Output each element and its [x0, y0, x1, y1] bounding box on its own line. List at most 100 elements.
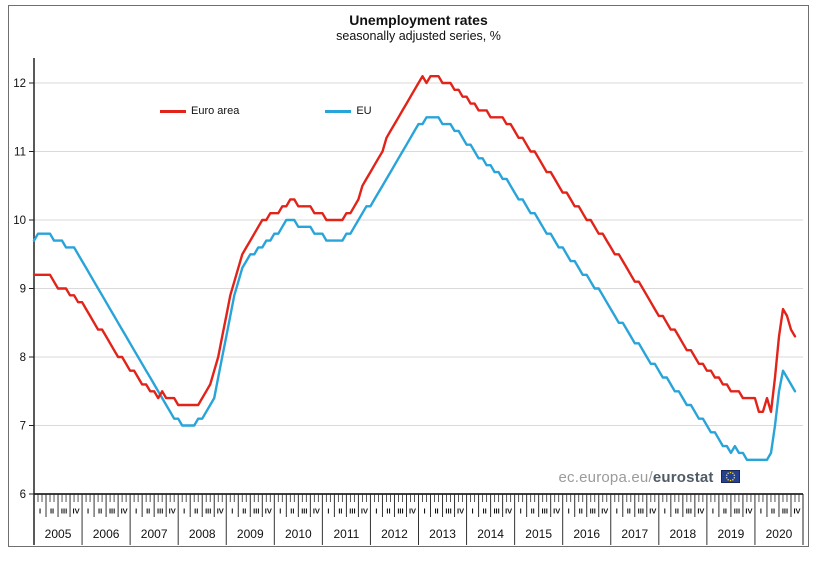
svg-text:III: III: [542, 507, 548, 516]
svg-text:II: II: [483, 507, 487, 516]
svg-text:II: II: [146, 507, 150, 516]
svg-text:II: II: [290, 507, 294, 516]
svg-text:2007: 2007: [141, 527, 168, 541]
svg-text:III: III: [590, 507, 596, 516]
svg-text:III: III: [205, 507, 211, 516]
svg-text:III: III: [109, 507, 115, 516]
svg-text:I: I: [664, 507, 666, 516]
svg-text:2015: 2015: [525, 527, 552, 541]
svg-text:2018: 2018: [669, 527, 696, 541]
svg-text:2011: 2011: [334, 527, 360, 541]
svg-text:III: III: [638, 507, 644, 516]
svg-text:IV: IV: [457, 507, 464, 516]
svg-text:III: III: [782, 507, 788, 516]
svg-text:III: III: [61, 507, 67, 516]
svg-text:IV: IV: [697, 507, 704, 516]
svg-text:2010: 2010: [285, 527, 312, 541]
svg-text:IV: IV: [121, 507, 128, 516]
svg-text:II: II: [50, 507, 54, 516]
svg-text:IV: IV: [649, 507, 656, 516]
svg-text:IV: IV: [217, 507, 224, 516]
svg-text:I: I: [279, 507, 281, 516]
svg-text:III: III: [253, 507, 259, 516]
svg-text:10: 10: [13, 215, 26, 227]
svg-text:IV: IV: [745, 507, 752, 516]
svg-text:IV: IV: [313, 507, 320, 516]
svg-text:II: II: [194, 507, 198, 516]
title-block: Unemployment rates seasonally adjusted s…: [34, 12, 803, 44]
legend-euro-area-label: Euro area: [191, 105, 240, 117]
svg-text:2013: 2013: [429, 527, 456, 541]
svg-text:12: 12: [13, 78, 26, 90]
svg-text:IV: IV: [793, 507, 800, 516]
svg-text:III: III: [493, 507, 499, 516]
chart-title: Unemployment rates: [349, 12, 488, 28]
figure-border: [8, 5, 809, 547]
svg-text:II: II: [386, 507, 390, 516]
svg-text:I: I: [375, 507, 377, 516]
svg-text:2014: 2014: [477, 527, 504, 541]
svg-text:III: III: [686, 507, 692, 516]
svg-text:IV: IV: [265, 507, 272, 516]
svg-text:I: I: [712, 507, 714, 516]
svg-text:II: II: [242, 507, 246, 516]
svg-text:II: II: [98, 507, 102, 516]
svg-text:II: II: [579, 507, 583, 516]
svg-text:I: I: [568, 507, 570, 516]
svg-text:IV: IV: [169, 507, 176, 516]
svg-text:I: I: [616, 507, 618, 516]
svg-text:8: 8: [20, 352, 26, 364]
svg-text:I: I: [472, 507, 474, 516]
svg-text:III: III: [301, 507, 307, 516]
watermark-brand: eurostat: [652, 469, 714, 486]
svg-text:III: III: [349, 507, 355, 516]
svg-text:III: III: [157, 507, 163, 516]
svg-text:I: I: [183, 507, 185, 516]
legend-euro-area-swatch: [160, 109, 186, 113]
svg-text:I: I: [760, 507, 762, 516]
svg-text:I: I: [231, 507, 233, 516]
svg-text:IV: IV: [601, 507, 608, 516]
svg-text:I: I: [423, 507, 425, 516]
svg-text:III: III: [445, 507, 451, 516]
eu-flag-icon: [721, 470, 740, 483]
chart-subtitle: seasonally adjusted series, %: [336, 29, 501, 43]
svg-text:7: 7: [20, 421, 26, 433]
svg-text:II: II: [723, 507, 727, 516]
svg-text:2016: 2016: [573, 527, 600, 541]
svg-text:II: II: [627, 507, 631, 516]
svg-text:6: 6: [20, 489, 26, 501]
svg-text:II: II: [675, 507, 679, 516]
svg-text:II: II: [531, 507, 535, 516]
svg-text:2019: 2019: [718, 527, 745, 541]
svg-text:2008: 2008: [189, 527, 216, 541]
svg-text:II: II: [434, 507, 438, 516]
svg-text:IV: IV: [409, 507, 416, 516]
svg-text:2005: 2005: [45, 527, 72, 541]
svg-text:III: III: [734, 507, 740, 516]
svg-text:2017: 2017: [621, 527, 648, 541]
svg-text:I: I: [87, 507, 89, 516]
svg-text:IV: IV: [361, 507, 368, 516]
svg-text:11: 11: [14, 147, 26, 159]
svg-text:2006: 2006: [93, 527, 120, 541]
svg-text:II: II: [338, 507, 342, 516]
svg-text:2009: 2009: [237, 527, 264, 541]
svg-text:2012: 2012: [381, 527, 408, 541]
svg-text:I: I: [135, 507, 137, 516]
svg-text:IV: IV: [73, 507, 80, 516]
svg-text:IV: IV: [505, 507, 512, 516]
watermark-prefix: ec.europa.eu/: [558, 469, 653, 486]
svg-text:III: III: [397, 507, 403, 516]
svg-text:IV: IV: [553, 507, 560, 516]
legend-eu-swatch: [325, 109, 352, 113]
svg-text:2020: 2020: [766, 527, 793, 541]
svg-text:9: 9: [20, 284, 26, 296]
legend: Euro area EU: [160, 103, 458, 119]
svg-text:I: I: [520, 507, 522, 516]
watermark: ec.europa.eu/eurostat: [34, 469, 740, 486]
svg-text:II: II: [771, 507, 775, 516]
legend-eu-label: EU: [356, 105, 372, 117]
